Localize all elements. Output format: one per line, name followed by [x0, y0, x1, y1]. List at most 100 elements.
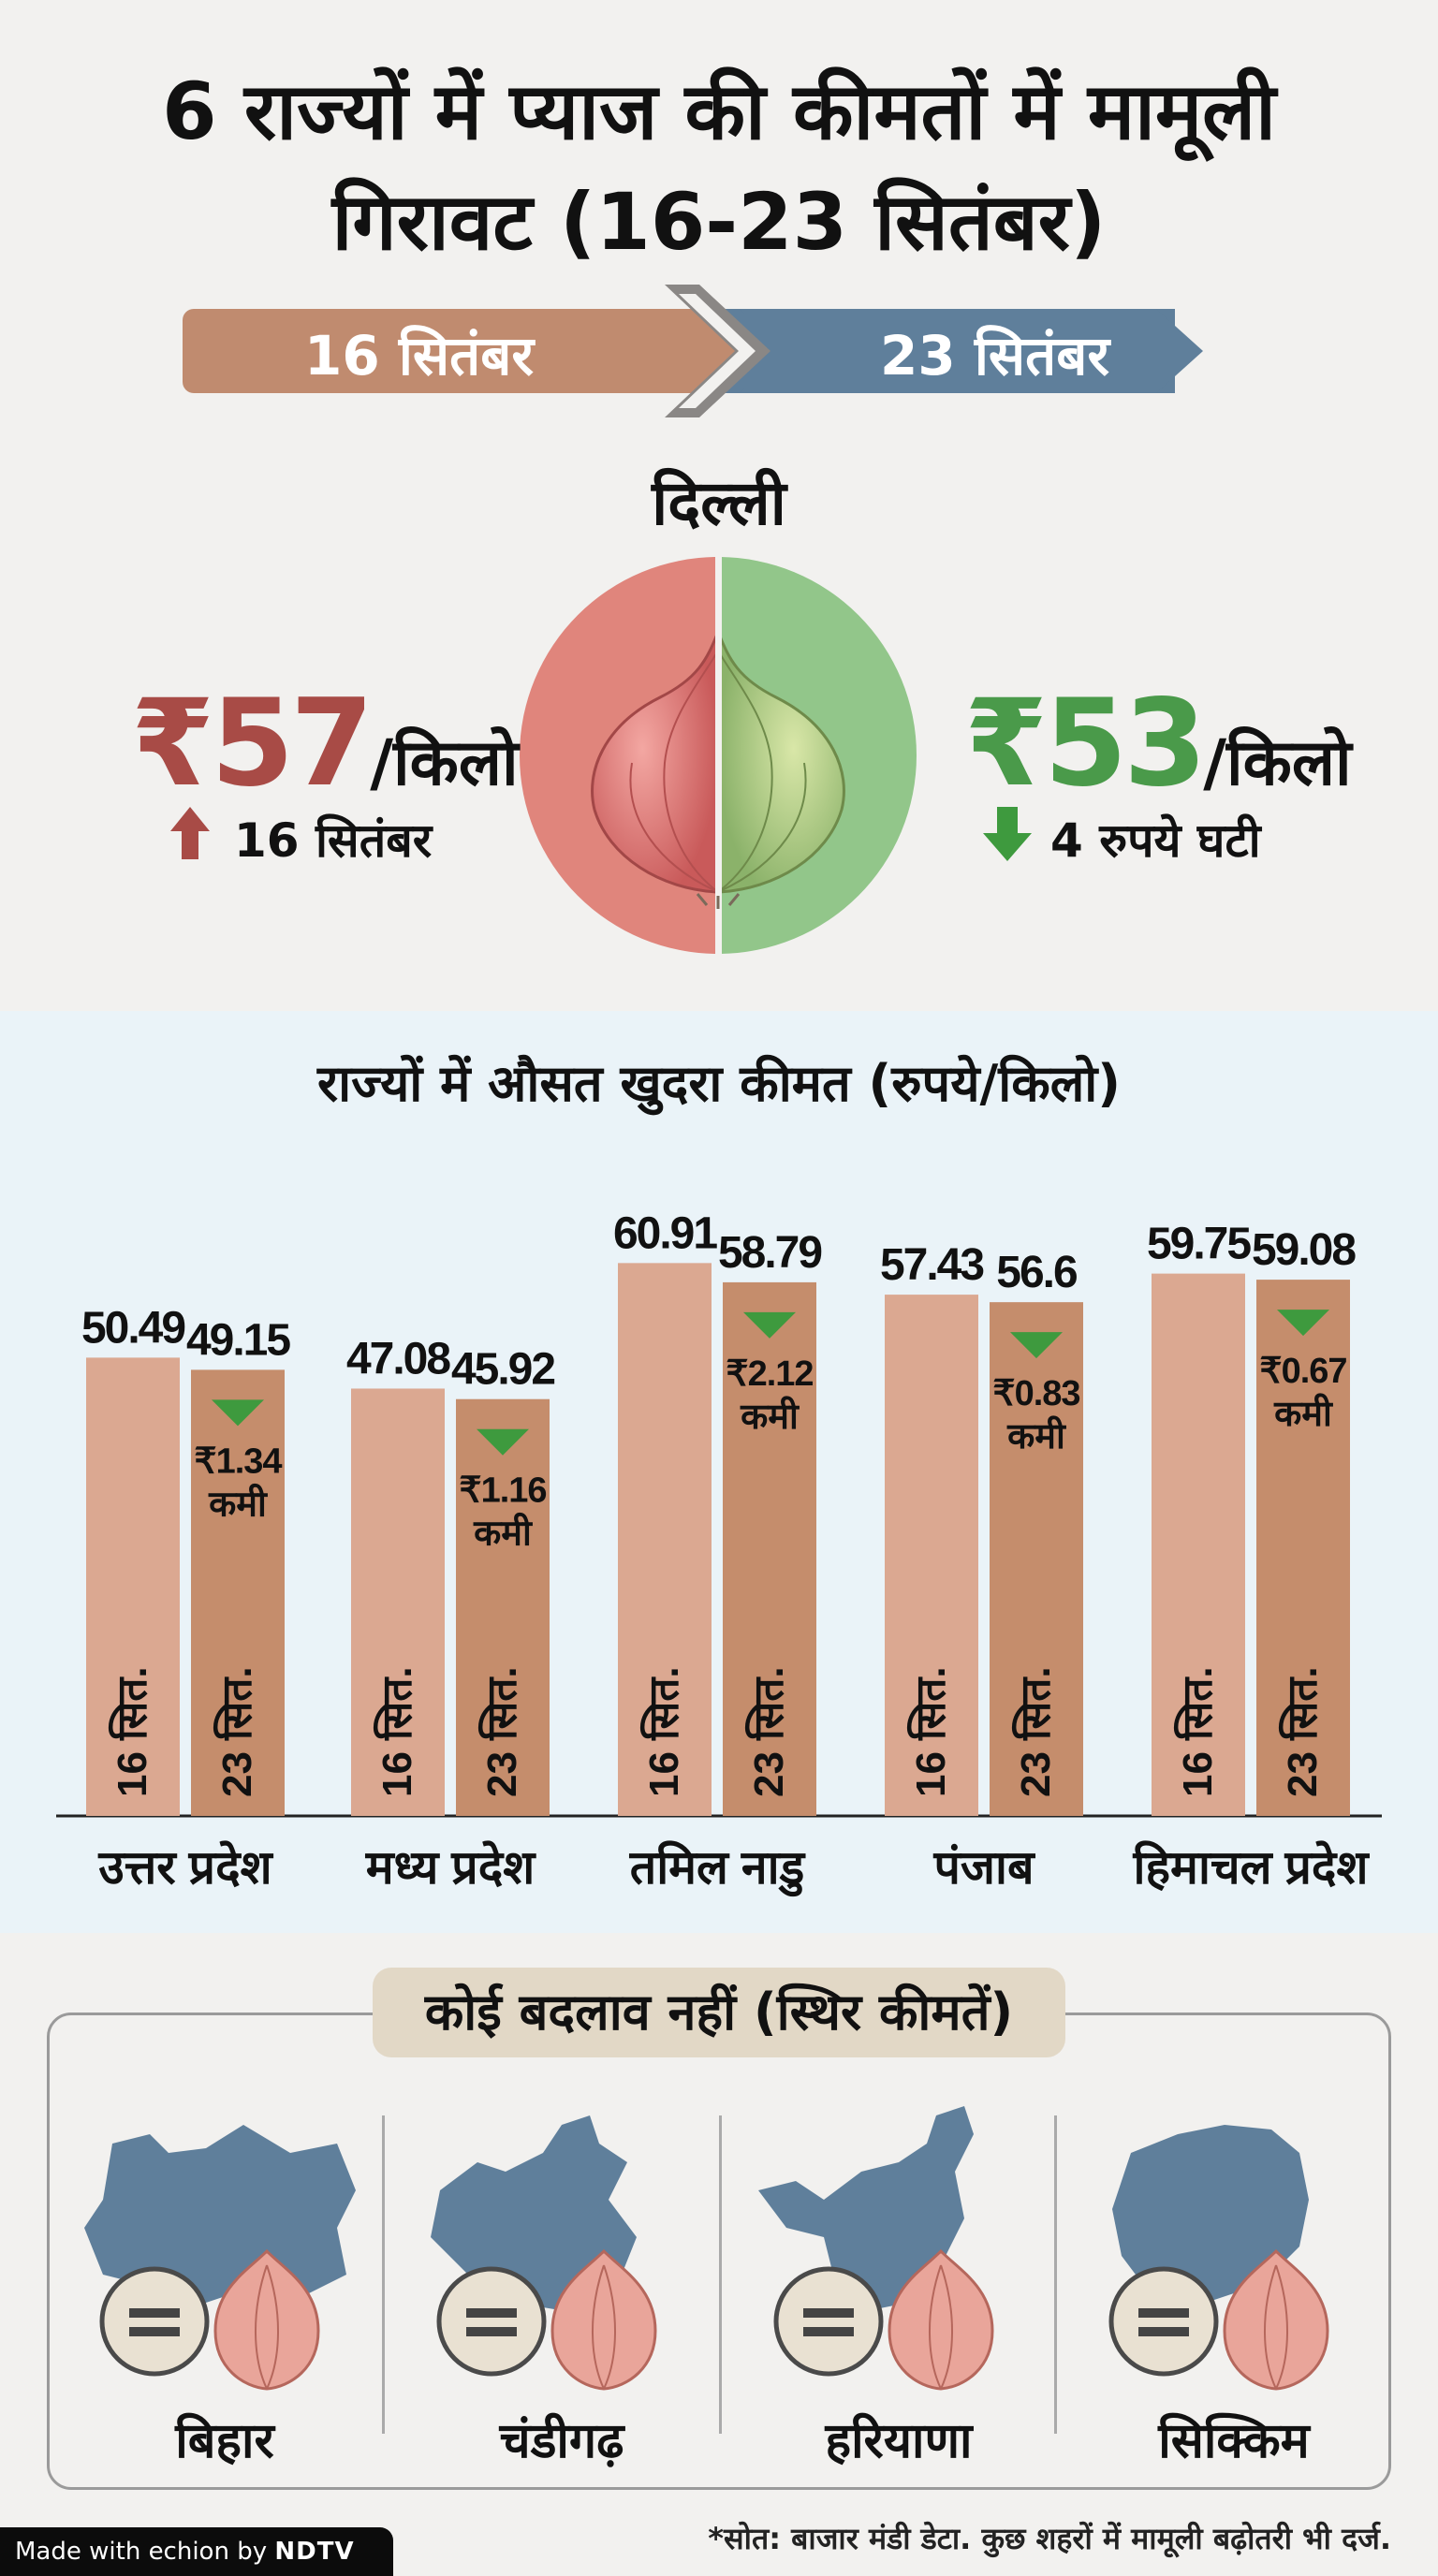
- before-arrow-shape: [183, 309, 707, 393]
- drop-amount-label: ₹0.83: [992, 1374, 1079, 1413]
- down-triangle-icon: [1010, 1332, 1063, 1359]
- sikkim-map-icon: [1108, 2125, 1329, 2391]
- date-range-arrows: 16 सितंबर 23 सितंबर: [183, 281, 1259, 421]
- chart-title: राज्यों में औसत खुदरा कीमत (रुपये/किलो): [317, 1054, 1121, 1113]
- equal-icon: [436, 2266, 547, 2377]
- badge-by: by: [237, 2538, 268, 2566]
- bar-before: [885, 1295, 978, 1816]
- bar-after: [1256, 1280, 1350, 1816]
- bar-after: [191, 1369, 285, 1816]
- bar-series-label: 23 सित.: [477, 1666, 525, 1797]
- delhi-heading: दिल्ली: [652, 467, 786, 539]
- badge-brand: NDTV: [274, 2538, 355, 2566]
- price-after-amount: 53: [1044, 674, 1207, 813]
- category-label: मध्य प्रदेश: [365, 1840, 537, 1894]
- bar-series-label: 16 सित.: [373, 1666, 420, 1797]
- drop-amount-label: ₹2.12: [726, 1354, 813, 1394]
- bar-value-label: 56.6: [996, 1248, 1077, 1297]
- bar-value-label: 45.92: [451, 1345, 554, 1395]
- bihar-map-icon: [84, 2125, 356, 2391]
- chandigarh-map-icon: [431, 2115, 657, 2391]
- page-title: 6 राज्यों में प्याज की कीमतों में मामूली…: [0, 56, 1438, 277]
- drop-word-label: कमी: [208, 1483, 268, 1524]
- bar-value-label: 60.91: [613, 1208, 717, 1258]
- state-name-haryana: हरियाणा: [825, 2413, 973, 2469]
- arrow-shapes: [183, 285, 1203, 417]
- price-change-note: 4 रुपये घटी: [1050, 813, 1261, 868]
- bar-value-label: 58.79: [718, 1228, 821, 1278]
- bar-value-label: 47.08: [346, 1334, 450, 1383]
- price-before-amount: 57: [211, 674, 374, 813]
- state-name-sikkim: सिक्किम: [1158, 2413, 1310, 2469]
- onion-comparison-icon: [520, 557, 917, 955]
- made-with-badge[interactable]: Made with echion by NDTV: [0, 2527, 393, 2576]
- bar-before: [86, 1357, 180, 1816]
- bar-after: [990, 1302, 1083, 1816]
- price-before-currency: ₹: [131, 674, 214, 813]
- bar-series-label: 23 सित.: [213, 1666, 260, 1797]
- drop-word-label: कमी: [740, 1396, 800, 1437]
- badge-made-with: Made with: [15, 2538, 141, 2566]
- from-date-label: 16 सितंबर: [304, 324, 535, 388]
- category-label: हिमाचल प्रदेश: [1133, 1840, 1371, 1894]
- category-label: उत्तर प्रदेश: [97, 1840, 273, 1894]
- category-label: तमिल नाडु: [629, 1840, 807, 1897]
- down-triangle-icon: [212, 1399, 264, 1427]
- source-note: *सोत: बाजार मंडी डेटा. कुछ शहरों में माम…: [708, 2521, 1391, 2556]
- state-card-chandigarh: चंडीगढ़: [403, 2087, 721, 2481]
- bar-value-label: 57.43: [880, 1240, 983, 1290]
- drop-amount-label: ₹0.67: [1259, 1352, 1346, 1391]
- to-date-label: 23 सितंबर: [880, 324, 1110, 388]
- price-before-date: 16 सितंबर: [234, 813, 433, 868]
- bar-series-label: 23 सित.: [744, 1666, 792, 1797]
- equal-icon: [1108, 2266, 1219, 2377]
- drop-word-label: कमी: [473, 1513, 533, 1554]
- bar-before: [618, 1263, 712, 1816]
- price-after-note: 4 रुपये घटी: [981, 807, 1261, 871]
- state-card-sikkim: सिक्किम: [1075, 2087, 1393, 2481]
- bar-series-label: 16 सित.: [639, 1666, 687, 1797]
- down-triangle-icon: [743, 1311, 796, 1339]
- bar-after: [456, 1398, 550, 1816]
- divider: [1054, 2115, 1057, 2434]
- bar-value-label: 59.08: [1252, 1225, 1356, 1275]
- drop-word-label: कमी: [1273, 1393, 1333, 1434]
- bar-value-label: 49.15: [186, 1315, 290, 1365]
- arrow-up-icon: [170, 807, 210, 859]
- price-after: ₹53/किलो: [964, 674, 1352, 813]
- drop-amount-label: ₹1.16: [459, 1471, 546, 1511]
- bar-series-label: 16 सित.: [108, 1666, 155, 1797]
- bar-before: [1152, 1273, 1245, 1816]
- bar-value-label: 59.75: [1147, 1220, 1251, 1269]
- bar-series-label: 16 सित.: [906, 1666, 954, 1797]
- stable-prices-heading: कोई बदलाव नहीं (स्थिर कीमतें): [373, 1968, 1065, 2057]
- title-line-2: गिरावट (16-23 सितंबर): [331, 176, 1107, 268]
- category-label: पंजाब: [933, 1841, 1036, 1894]
- equal-icon: [773, 2266, 884, 2377]
- down-triangle-icon: [477, 1428, 529, 1456]
- price-before-unit: /किलो: [370, 726, 519, 800]
- bar-value-label: 50.49: [81, 1303, 184, 1353]
- equal-icon: [99, 2266, 210, 2377]
- bar-before: [351, 1388, 445, 1816]
- bar-series-label: 23 सित.: [1011, 1666, 1059, 1797]
- state-card-bihar: बिहार: [66, 2087, 384, 2481]
- price-after-unit: /किलो: [1203, 726, 1352, 800]
- drop-word-label: कमी: [1006, 1415, 1066, 1456]
- arrow-down-icon: [983, 807, 1032, 861]
- drop-amount-label: ₹1.34: [194, 1442, 282, 1481]
- bar-series-label: 23 सित.: [1278, 1666, 1326, 1797]
- price-before: ₹57/किलो: [131, 674, 519, 813]
- state-name-chandigarh: चंडीगढ़: [499, 2413, 624, 2469]
- down-triangle-icon: [1277, 1310, 1329, 1337]
- divider: [382, 2115, 385, 2434]
- haryana-map-icon: [758, 2106, 994, 2391]
- badge-tool: echion: [148, 2538, 229, 2566]
- price-after-currency: ₹: [964, 674, 1048, 813]
- state-name-bihar: बिहार: [175, 2413, 274, 2469]
- bar-series-label: 16 सित.: [1173, 1666, 1221, 1797]
- state-card-haryana: हरियाणा: [740, 2087, 1058, 2481]
- bar-after: [723, 1281, 816, 1816]
- title-line-1: 6 राज्यों में प्याज की कीमतों में मामूली: [162, 66, 1276, 157]
